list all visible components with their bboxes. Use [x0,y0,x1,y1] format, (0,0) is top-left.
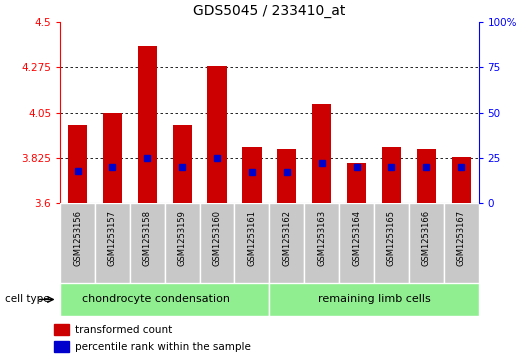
Text: GSM1253167: GSM1253167 [457,210,465,266]
Bar [130,203,165,283]
Bar [269,283,479,316]
Bar [95,203,130,283]
Text: GSM1253166: GSM1253166 [422,210,431,266]
Bar [208,66,226,203]
Bar [382,147,401,203]
Bar [409,203,444,283]
Bar [103,113,122,203]
Bar [60,283,269,316]
Bar [200,203,234,283]
Bar [339,203,374,283]
Bar [417,149,436,203]
Text: transformed count: transformed count [75,325,173,335]
Text: percentile rank within the sample: percentile rank within the sample [75,342,251,352]
Text: GSM1253156: GSM1253156 [73,210,82,266]
Text: GSM1253165: GSM1253165 [387,210,396,266]
Bar [374,203,409,283]
Text: GSM1253157: GSM1253157 [108,210,117,266]
Bar [451,157,471,203]
Bar [54,325,69,335]
Text: GSM1253159: GSM1253159 [178,210,187,266]
Bar [242,147,262,203]
Bar [54,341,69,352]
Text: GSM1253161: GSM1253161 [247,210,256,266]
Bar [347,163,366,203]
Bar [444,203,479,283]
Bar [269,203,304,283]
Bar [304,203,339,283]
Title: GDS5045 / 233410_at: GDS5045 / 233410_at [193,4,346,18]
Bar [60,203,95,283]
Text: GSM1253163: GSM1253163 [317,210,326,266]
Bar [312,105,331,203]
Bar [173,125,192,203]
Bar [68,125,87,203]
Text: chondrocyte condensation: chondrocyte condensation [82,294,230,305]
Text: GSM1253160: GSM1253160 [212,210,222,266]
Text: cell type: cell type [5,294,50,305]
Bar [165,203,200,283]
Text: GSM1253164: GSM1253164 [352,210,361,266]
Bar [277,149,297,203]
Bar [234,203,269,283]
Text: GSM1253162: GSM1253162 [282,210,291,266]
Text: GSM1253158: GSM1253158 [143,210,152,266]
Text: remaining limb cells: remaining limb cells [317,294,430,305]
Bar [138,46,157,203]
